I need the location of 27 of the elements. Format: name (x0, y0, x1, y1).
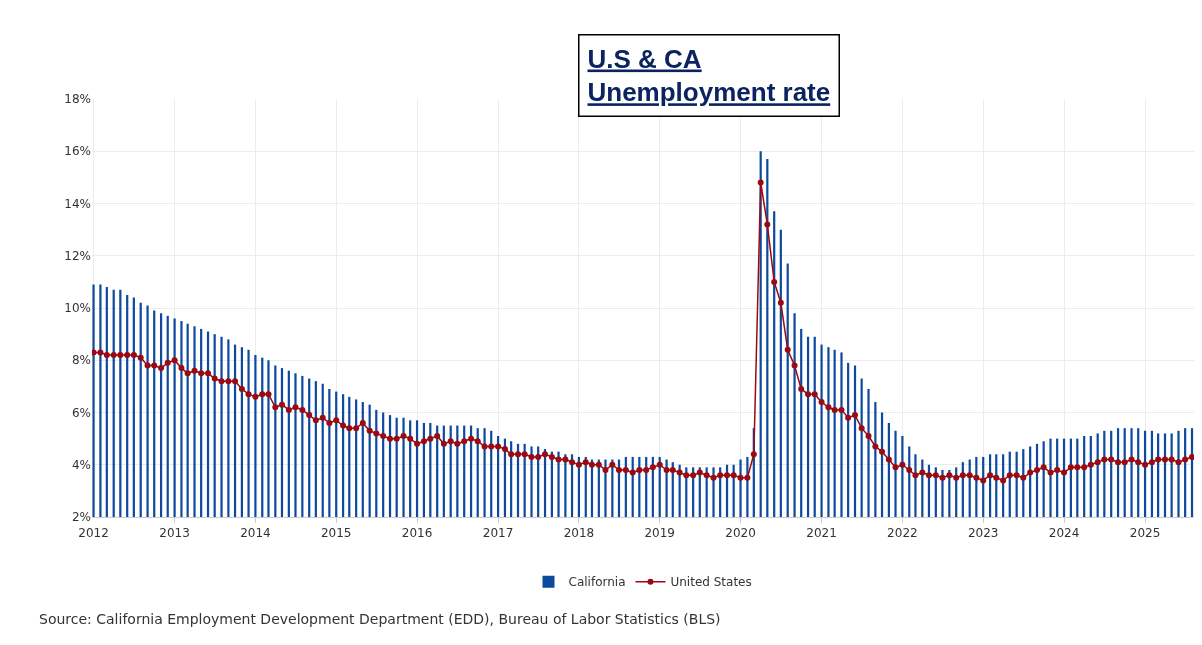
x-tick-label: 2012 (78, 526, 109, 541)
y-tick-label: 14% (64, 196, 91, 211)
legend-label: California (568, 575, 626, 590)
x-tick-label: 2024 (1048, 526, 1080, 541)
y-tick-label: 6% (71, 405, 91, 420)
source-note: Source: California Employment Development Department (EDD), Bureau of Labor Statistics (BLS) (39, 611, 721, 627)
x-tick-label: 2019 (644, 526, 675, 541)
x-tick-label: 2025 (1129, 526, 1161, 541)
y-tick-label: 4% (71, 457, 91, 472)
y-tick-label: 18% (64, 92, 91, 107)
x-tick-label: 2016 (401, 526, 433, 541)
x-tick-label: 2017 (482, 526, 514, 541)
y-tick-label: 2% (71, 510, 91, 525)
y-tick-label: 10% (64, 301, 91, 316)
x-tick-label: 2023 (967, 526, 999, 541)
x-tick-label: 2020 (725, 526, 756, 541)
x-tick-label: 2018 (563, 526, 595, 541)
legend-label: United States (670, 575, 752, 590)
y-tick-label: 12% (64, 248, 91, 263)
x-tick-label: 2015 (320, 526, 352, 541)
x-tick-label: 2014 (240, 526, 271, 541)
x-tick-label: 2013 (159, 526, 190, 541)
y-tick-label: 8% (71, 353, 91, 368)
x-tick-label: 2022 (887, 526, 918, 541)
x-tick-label: 2021 (806, 526, 837, 541)
chart-title: U.S & CA Unemployment rate (587, 43, 831, 108)
y-tick-label: 16% (64, 144, 91, 159)
